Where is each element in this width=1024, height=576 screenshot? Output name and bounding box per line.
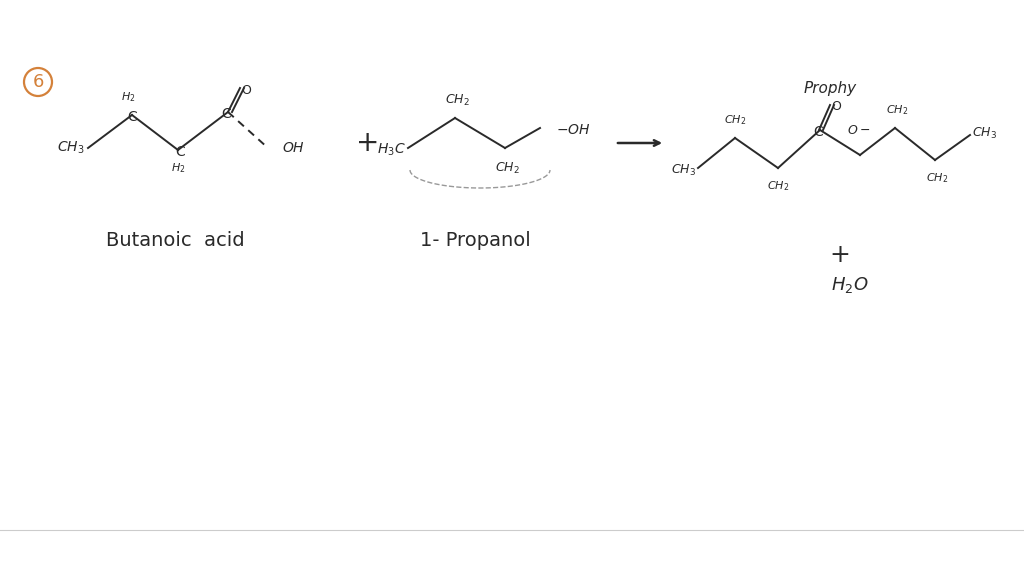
Text: $CH_2$: $CH_2$ <box>724 113 746 127</box>
Text: C: C <box>221 107 230 121</box>
Text: $O-$: $O-$ <box>847 124 870 138</box>
Text: $-OH$: $-OH$ <box>556 123 591 137</box>
Text: $H_3C$: $H_3C$ <box>378 142 406 158</box>
Text: 6: 6 <box>33 73 44 91</box>
Text: Prophy: Prophy <box>804 81 856 96</box>
Text: 1- Propanol: 1- Propanol <box>420 230 530 249</box>
Text: C: C <box>175 145 185 159</box>
Text: $H_2$: $H_2$ <box>121 90 135 104</box>
Text: $CH_2$: $CH_2$ <box>767 179 790 193</box>
Text: O: O <box>241 84 251 97</box>
Text: $CH_2$: $CH_2$ <box>444 93 469 108</box>
Text: +: + <box>356 129 380 157</box>
Text: $H_2$: $H_2$ <box>171 161 185 175</box>
Text: Butanoic  acid: Butanoic acid <box>105 230 245 249</box>
Text: $CH_3$: $CH_3$ <box>56 140 84 156</box>
Text: $H_2O$: $H_2O$ <box>831 275 868 295</box>
Text: $CH_2$: $CH_2$ <box>926 171 948 185</box>
Text: O: O <box>831 100 841 113</box>
Text: C: C <box>127 110 137 124</box>
Text: C: C <box>813 125 823 139</box>
Text: +: + <box>829 243 851 267</box>
Text: $OH$: $OH$ <box>282 141 305 155</box>
Text: $CH_3$: $CH_3$ <box>671 162 696 177</box>
Text: $CH_2$: $CH_2$ <box>886 103 908 117</box>
Text: $CH_3$: $CH_3$ <box>972 126 997 141</box>
Text: $CH_2$: $CH_2$ <box>495 161 519 176</box>
